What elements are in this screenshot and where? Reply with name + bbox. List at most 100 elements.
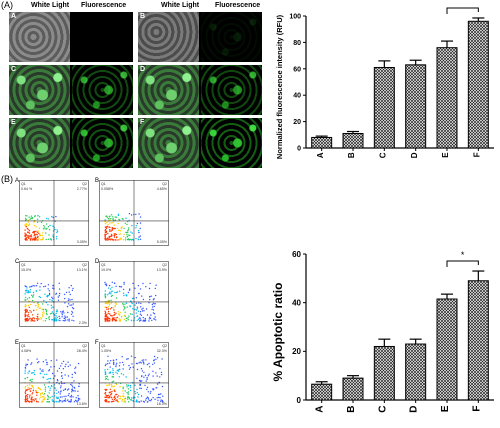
event-dot [57, 380, 59, 382]
event-dot [34, 230, 36, 233]
event-dot [26, 315, 29, 317]
event-dot [150, 398, 153, 401]
quadrant-q1-name: Q1 [101, 344, 106, 348]
event-dot [110, 314, 112, 316]
event-dot [45, 310, 48, 313]
event-dot [28, 229, 31, 232]
quadrant-q2-value: 13.1% [77, 268, 88, 272]
event-dot [32, 291, 35, 294]
event-dot [31, 396, 33, 398]
y-tick-label: 40 [293, 93, 301, 100]
event-dot [111, 294, 113, 297]
event-dot [31, 362, 33, 364]
event-dot [160, 400, 162, 403]
event-dot [131, 225, 133, 227]
event-dot [145, 399, 147, 401]
quadrant-q1-value: 15.0% [21, 268, 32, 272]
event-dot [26, 363, 29, 366]
event-dot [113, 380, 115, 382]
event-dot [108, 216, 110, 218]
event-dot [126, 234, 128, 236]
event-dot [154, 287, 156, 290]
quadrant-q1-name: Q1 [101, 263, 106, 267]
event-dot [49, 224, 51, 227]
event-dot [154, 316, 156, 318]
event-dot [37, 313, 39, 315]
event-dot [105, 227, 108, 230]
event-dot [114, 305, 116, 308]
event-dot [67, 299, 69, 302]
event-dot [140, 387, 142, 390]
y-tick-label: 0 [297, 145, 301, 152]
bar-f [467, 280, 489, 401]
event-dot [104, 283, 107, 285]
event-dot [152, 370, 154, 372]
event-dot [37, 318, 39, 320]
event-dot [108, 391, 111, 394]
event-dot [111, 239, 113, 241]
event-dot [155, 319, 157, 321]
event-dot [70, 394, 73, 397]
event-dot [75, 397, 77, 399]
event-dot [110, 360, 112, 362]
event-dot [72, 315, 74, 317]
event-dot [127, 291, 130, 294]
event-dot [130, 214, 133, 216]
event-dot [109, 288, 112, 290]
event-dot [107, 310, 110, 313]
quadrant-q2-name: Q2 [82, 263, 87, 267]
event-dot [32, 392, 34, 394]
event-dot [77, 390, 79, 392]
event-dot [28, 224, 30, 226]
event-dot [136, 362, 138, 365]
event-dot [109, 366, 111, 368]
quadrant-q2-value: 13.9% [157, 268, 168, 272]
white-light-image [9, 12, 70, 62]
event-dot [134, 308, 136, 311]
micrograph-letter: C [11, 66, 17, 73]
significance-bracket [446, 260, 479, 268]
event-dot [111, 307, 113, 309]
event-dot [28, 388, 30, 390]
event-dot [135, 302, 138, 304]
event-dot [56, 230, 59, 233]
event-dot [145, 397, 148, 400]
quadrant-q2-name: Q2 [82, 344, 87, 348]
event-dot [74, 367, 76, 370]
white-light-image [138, 12, 199, 62]
event-dot [128, 398, 131, 400]
event-dot [107, 378, 109, 381]
event-dot [32, 372, 34, 374]
flow-plot-letter: A [15, 178, 20, 184]
event-dot [106, 216, 109, 218]
event-dot [110, 233, 113, 236]
event-dot [142, 298, 145, 301]
event-dot [104, 310, 106, 312]
quadrant-q1-value: 19.0% [101, 268, 112, 272]
event-dot [109, 229, 111, 231]
event-dot [128, 289, 131, 291]
event-dot [143, 363, 145, 365]
event-dot [114, 320, 117, 322]
event-dot [52, 216, 54, 219]
event-dot [112, 216, 114, 218]
event-dot [117, 311, 119, 313]
event-dot [68, 388, 70, 390]
event-dot [107, 394, 109, 397]
event-dot [69, 396, 71, 398]
event-dot [45, 232, 47, 234]
y-tick-label: 0 [297, 396, 302, 405]
event-dot [44, 293, 46, 295]
event-dot [35, 239, 37, 241]
event-dot [56, 231, 58, 234]
event-dot [119, 395, 122, 398]
event-dot [116, 369, 119, 372]
event-dot [42, 370, 44, 373]
event-dot [67, 394, 69, 397]
event-dot [24, 217, 27, 220]
event-dot [26, 320, 29, 322]
event-dot [65, 316, 67, 319]
event-dot [55, 389, 57, 391]
quadrant-q1-value: 1.05% [101, 349, 112, 353]
